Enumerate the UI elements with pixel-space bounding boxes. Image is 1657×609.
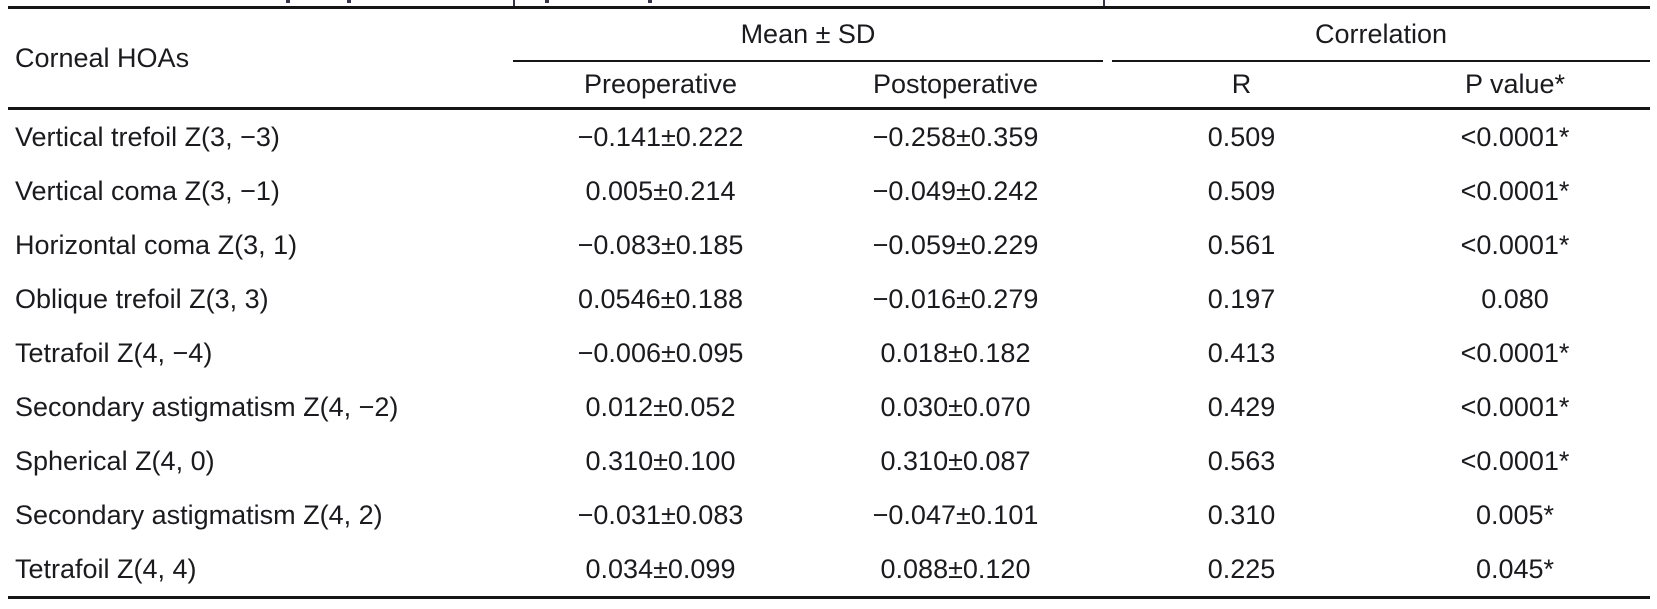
table-row: Tetrafoil Z(4, −4) −0.006±0.095 0.018±0.…	[8, 326, 1650, 380]
cell-p-value: <0.0001*	[1460, 229, 1570, 260]
cell-r: 0.197	[1207, 283, 1276, 314]
cell-postoperative: −0.059±0.229	[872, 229, 1039, 260]
column-border-tick	[1103, 0, 1105, 9]
cell-p-value: 0.080	[1481, 283, 1549, 314]
cell-r: 0.413	[1207, 337, 1276, 368]
group-label-mean-sd: Mean ± SD	[513, 9, 1103, 62]
row-label: Tetrafoil Z(4, −4)	[15, 337, 213, 368]
table-row: Spherical Z(4, 0) 0.310±0.100 0.310±0.08…	[8, 434, 1650, 488]
cell-preoperative: 0.034±0.099	[585, 553, 736, 584]
cell-p-value: <0.0001*	[1460, 445, 1570, 476]
sub-header-row: Preoperative Postoperative R P value*	[8, 62, 1650, 110]
cell-postoperative: −0.016±0.279	[872, 283, 1039, 314]
cell-preoperative: 0.005±0.214	[585, 175, 736, 206]
cell-r: 0.310	[1207, 499, 1276, 530]
row-label: Vertical trefoil Z(3, −3)	[15, 121, 280, 152]
cell-postoperative: 0.088±0.120	[880, 553, 1031, 584]
cell-p-value: <0.0001*	[1460, 175, 1570, 206]
column-header-preoperative: Preoperative	[513, 62, 808, 110]
group-header-mean-sd: Mean ± SD	[513, 9, 1103, 62]
cell-r: 0.563	[1207, 445, 1276, 476]
cell-postoperative: −0.047±0.101	[872, 499, 1039, 530]
cell-p-value: <0.0001*	[1460, 391, 1570, 422]
row-label: Secondary astigmatism Z(4, −2)	[15, 391, 399, 422]
cell-preoperative: −0.083±0.185	[577, 229, 744, 260]
group-header-correlation: Correlation	[1103, 9, 1650, 62]
group-label-correlation: Correlation	[1112, 9, 1650, 62]
column-header-corneal-hoas: Corneal HOAs	[8, 9, 513, 110]
caption-remnant-mark	[347, 0, 351, 3]
cell-r: 0.561	[1207, 229, 1276, 260]
row-label: Spherical Z(4, 0)	[15, 445, 215, 476]
cell-p-value: 0.045*	[1475, 553, 1555, 584]
table-row: Horizontal coma Z(3, 1) −0.083±0.185 −0.…	[8, 218, 1650, 272]
cell-preoperative: 0.012±0.052	[585, 391, 736, 422]
cell-preoperative: −0.141±0.222	[577, 121, 744, 152]
column-border-tick	[513, 0, 515, 9]
cell-r: 0.429	[1207, 391, 1276, 422]
cell-p-value: <0.0001*	[1460, 121, 1570, 152]
table-row: Tetrafoil Z(4, 4) 0.034±0.099 0.088±0.12…	[8, 542, 1650, 596]
cell-preoperative: −0.031±0.083	[577, 499, 744, 530]
row-label: Vertical coma Z(3, −1)	[15, 175, 280, 206]
cell-r: 0.225	[1207, 553, 1276, 584]
row-label: Horizontal coma Z(3, 1)	[15, 229, 298, 260]
row-label: Oblique trefoil Z(3, 3)	[15, 283, 269, 314]
row-label: Secondary astigmatism Z(4, 2)	[15, 499, 383, 530]
table-row: Oblique trefoil Z(3, 3) 0.0546±0.188 −0.…	[8, 272, 1650, 326]
table-row: Vertical trefoil Z(3, −3) −0.141±0.222 −…	[8, 110, 1650, 164]
corneal-hoas-table: Corneal HOAs Mean ± SD Correlation Preop…	[8, 6, 1650, 599]
cell-postoperative: 0.030±0.070	[880, 391, 1031, 422]
table-row: Secondary astigmatism Z(4, −2) 0.012±0.0…	[8, 380, 1650, 434]
cell-postoperative: 0.310±0.087	[880, 445, 1031, 476]
group-header-row: Corneal HOAs Mean ± SD Correlation	[8, 9, 1650, 110]
cell-preoperative: 0.0546±0.188	[578, 283, 743, 314]
column-header-r: R	[1103, 62, 1380, 110]
cell-postoperative: −0.258±0.359	[872, 121, 1039, 152]
table-row: Secondary astigmatism Z(4, 2) −0.031±0.0…	[8, 488, 1650, 542]
table-row: Vertical coma Z(3, −1) 0.005±0.214 −0.04…	[8, 164, 1650, 218]
cell-preoperative: −0.006±0.095	[577, 337, 744, 368]
caption-remnant-mark	[545, 0, 549, 3]
caption-remnant-mark	[286, 0, 290, 3]
cell-r: 0.509	[1207, 175, 1276, 206]
caption-remnant-mark	[648, 0, 652, 3]
column-header-postoperative: Postoperative	[808, 62, 1103, 110]
cell-postoperative: −0.049±0.242	[872, 175, 1039, 206]
cell-preoperative: 0.310±0.100	[585, 445, 736, 476]
row-label: Tetrafoil Z(4, 4)	[15, 553, 197, 584]
column-header-p-value: P value*	[1380, 62, 1650, 110]
cell-r: 0.509	[1207, 121, 1276, 152]
cell-p-value: 0.005*	[1475, 499, 1555, 530]
cell-p-value: <0.0001*	[1460, 337, 1570, 368]
cell-postoperative: 0.018±0.182	[880, 337, 1031, 368]
